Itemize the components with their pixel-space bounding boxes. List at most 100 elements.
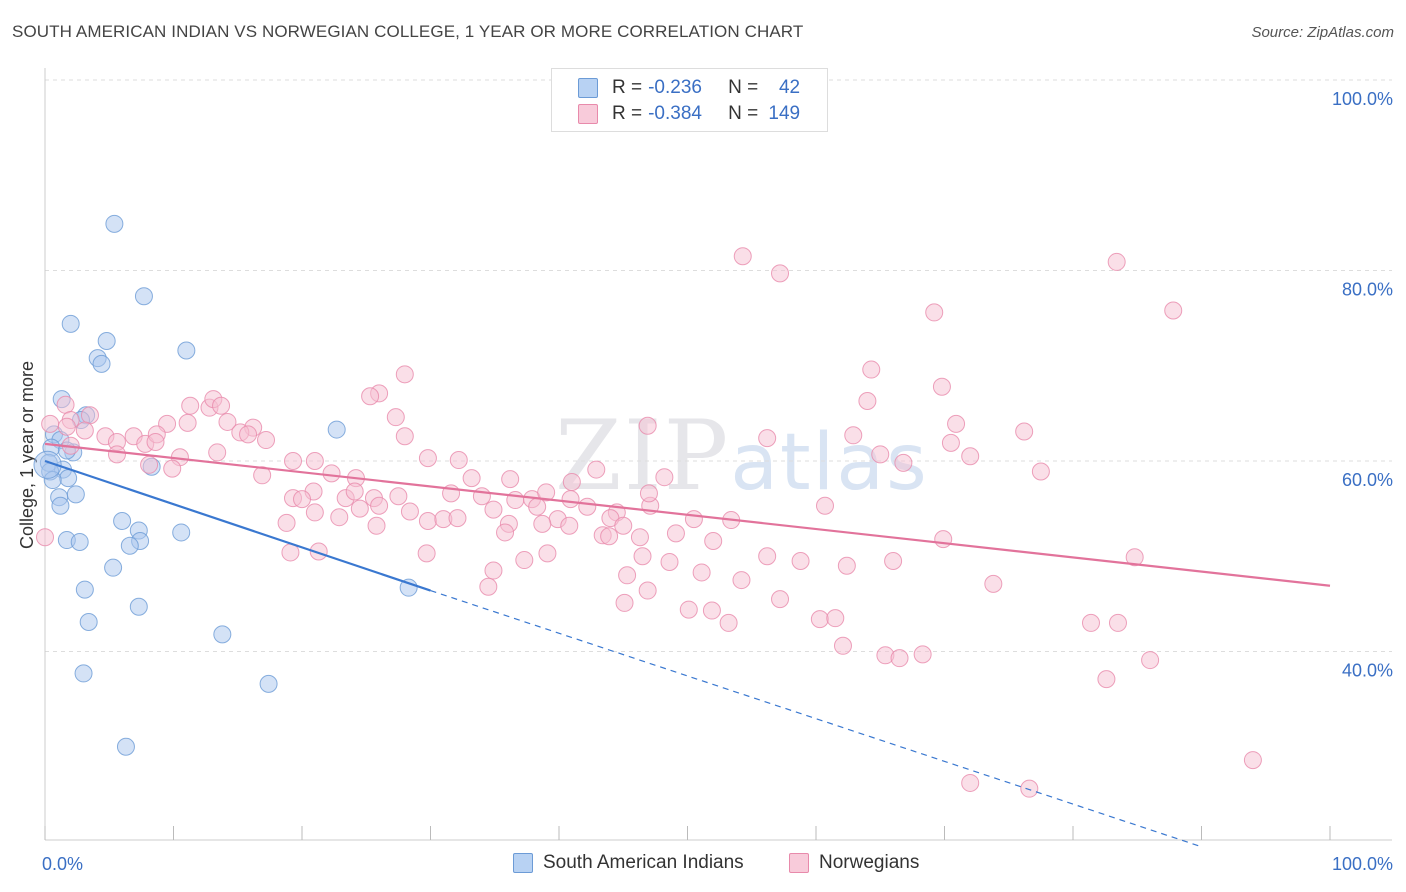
south-american-indian-point (104, 558, 123, 577)
norwegian-point (684, 510, 703, 529)
legend-n-label: N = (728, 103, 759, 124)
south-american-indian-point (74, 664, 93, 683)
norwegian-point (345, 482, 364, 501)
norwegian-point (633, 547, 652, 566)
norwegian-trendline (44, 442, 1331, 587)
norwegian-point (367, 516, 386, 535)
norwegian-point (178, 413, 197, 432)
norwegian-point (41, 414, 60, 433)
norwegian-point (630, 528, 649, 547)
norwegian-point (826, 609, 845, 628)
correlation-legend: R = -0.236 N = 42 R = -0.384 N = 149 (551, 68, 828, 132)
norwegian-point (815, 496, 834, 515)
norwegian-point (961, 447, 980, 466)
norwegian-point (884, 552, 903, 571)
norwegian-point (655, 468, 674, 487)
norwegian-point (257, 431, 276, 450)
norwegian-point (858, 391, 877, 410)
norwegian-point (36, 528, 54, 547)
norwegian-point (758, 429, 777, 448)
norwegian-point (771, 264, 790, 283)
series-legend-norwegians: Norwegians (789, 852, 919, 874)
series-legend: South American Indians Norwegians (0, 852, 1406, 876)
norwegian-point (418, 449, 437, 468)
norwegian-point (638, 581, 657, 600)
norwegian-point (638, 416, 657, 435)
series-swatch-pink (789, 853, 809, 873)
norwegian-point (537, 483, 556, 502)
norwegian-point (732, 571, 751, 590)
south-american-indian-point (51, 496, 70, 515)
south-american-indian-point (70, 532, 89, 551)
norwegian-point (600, 527, 619, 546)
norwegian-point (528, 497, 547, 516)
norwegian-point (533, 514, 552, 533)
legend-row-norwegians: R = -0.384 N = 149 (578, 102, 800, 126)
norwegian-point (1020, 779, 1039, 798)
norwegian-point (618, 566, 637, 585)
norwegian-point (449, 451, 468, 470)
y-tick-label-60: 60.0% (1342, 470, 1393, 490)
norwegian-point (305, 503, 324, 522)
south-american-indian-point (59, 469, 78, 488)
norwegian-point (400, 502, 419, 521)
norwegian-point (305, 452, 324, 470)
norwegian-point (146, 432, 165, 451)
series-swatch-blue (513, 853, 533, 873)
norwegian-point (660, 552, 679, 571)
norwegian-point (277, 513, 296, 532)
south-american-indian-point (79, 612, 98, 631)
south-american-indian-trendline (44, 459, 431, 592)
norwegian-point (961, 773, 980, 792)
norwegian-point (218, 412, 237, 431)
south-american-indian-point (75, 580, 94, 599)
south-american-indian-point (134, 287, 153, 306)
south-american-indian-point (259, 674, 278, 693)
norwegian-point (934, 530, 953, 549)
norwegian-point (844, 426, 863, 445)
norwegian-point (140, 455, 159, 474)
norwegian-point (1125, 548, 1144, 567)
south-american-indian-point (105, 214, 124, 233)
series-legend-south-american-indians: South American Indians (513, 852, 744, 874)
norwegian-point (496, 523, 515, 542)
norwegian-point (925, 303, 944, 322)
norwegian-point (80, 406, 99, 425)
legend-n-value: 42 (778, 77, 801, 98)
norwegian-point (309, 542, 328, 561)
norwegian-point (941, 433, 960, 452)
norwegian-point (448, 509, 467, 528)
norwegian-point (1164, 301, 1183, 320)
norwegian-point (395, 365, 414, 384)
south-american-indian-point (120, 536, 139, 555)
norwegian-point (484, 500, 503, 519)
series-label-norwegians: Norwegians (819, 852, 920, 873)
south-american-indian-point (399, 578, 418, 597)
norwegian-point (462, 469, 481, 488)
series-label-south-american-indians: South American Indians (543, 852, 744, 873)
south-american-indian-point (129, 597, 148, 616)
norwegian-point (791, 552, 810, 571)
norwegian-point (484, 561, 503, 580)
norwegian-point (562, 472, 581, 491)
norwegian-point (1015, 422, 1034, 441)
south-american-indian-point (113, 512, 132, 531)
south-american-indian-point (92, 354, 111, 373)
norwegian-point (704, 532, 723, 551)
norwegian-point (212, 396, 231, 415)
norwegian-point (614, 516, 633, 535)
norwegian-point (810, 610, 829, 629)
legend-row-south-american-indians: R = -0.236 N = 42 (578, 76, 800, 100)
norwegian-point (389, 487, 408, 506)
norwegian-point (639, 484, 658, 503)
norwegian-point (418, 512, 437, 531)
norwegian-point (679, 600, 698, 619)
norwegian-point (322, 464, 341, 483)
norwegian-point (890, 649, 909, 668)
legend-swatch-pink (578, 104, 598, 124)
legend-r-label: R = (612, 77, 643, 98)
norwegian-point (913, 645, 932, 664)
norwegian-point (107, 445, 126, 464)
norwegian-point (501, 470, 520, 489)
